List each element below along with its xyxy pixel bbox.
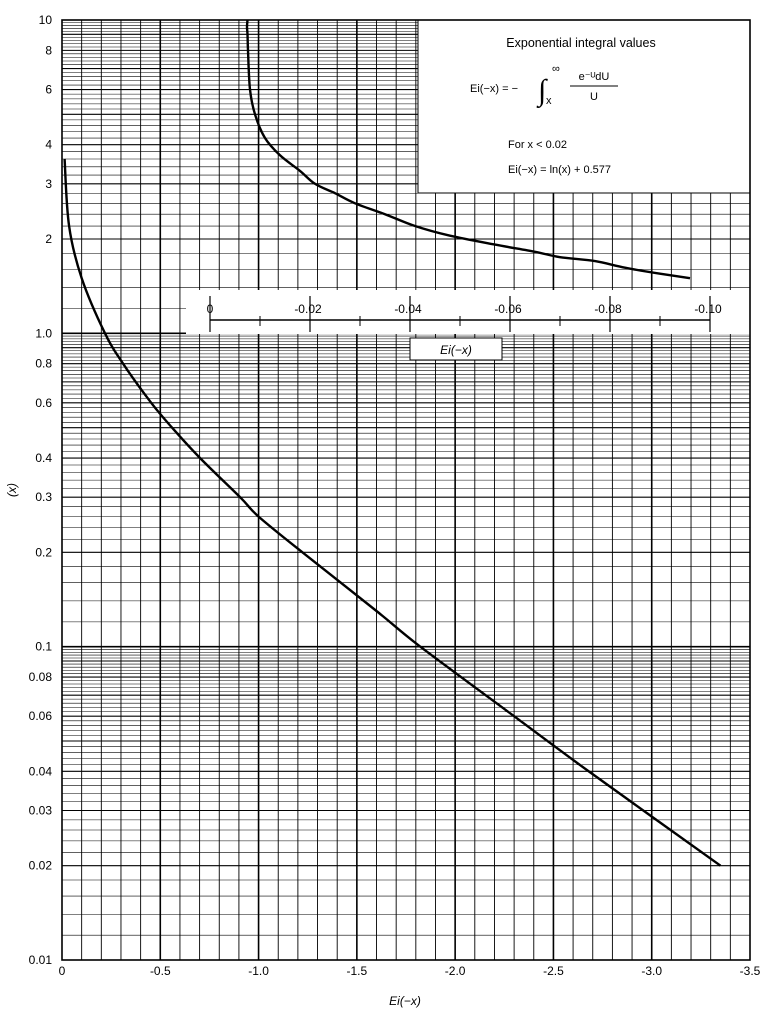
y-tick-label: 0.4: [35, 451, 52, 465]
x-tick-label: -2.0: [445, 964, 466, 978]
definition-lhs: Ei(−x) = −: [470, 83, 518, 95]
y-tick-label: 0.03: [29, 804, 53, 818]
inset-axis-label: Ei(−x): [440, 343, 472, 357]
y-tick-label: 0.06: [29, 709, 53, 723]
y-tick-label: 0.01: [29, 953, 53, 967]
x-tick-label: -1.5: [347, 964, 368, 978]
main-scale-curve: [63, 158, 722, 867]
integral-lower-limit: x: [546, 95, 552, 107]
curves: [63, 19, 722, 867]
x-tick-label: -3.0: [641, 964, 662, 978]
x-tick-label: -0.5: [150, 964, 171, 978]
x-tick-label: -1.0: [248, 964, 269, 978]
plot-frame: [61, 19, 751, 961]
x-tick-label: -2.5: [543, 964, 564, 978]
chart-title: Exponential integral values: [506, 36, 655, 50]
y-tick-label: 0.02: [29, 859, 53, 873]
y-tick-label: 0.8: [35, 357, 52, 371]
inset-scale-curve: [245, 19, 691, 280]
y-tick-label: 6: [45, 83, 52, 97]
inset-tick-label: -0.04: [394, 302, 422, 316]
integrand-numerator: e⁻ᵁdU: [579, 71, 610, 83]
tick-labels: 0 -0.5 -1.0 -1.5 -2.0 -2.5 -3.0 -3.5 0.01 0.02 0.0…: [29, 13, 761, 978]
inset-axis: 0 -0.02 -0.04 -0.06 -0.08 -0.10 Ei(−x): [186, 290, 750, 361]
y-tick-label: 0.04: [29, 764, 53, 778]
y-tick-label: 0.2: [35, 545, 52, 559]
y-tick-label: 3: [45, 177, 52, 191]
x-axis-label: Ei(−x): [389, 994, 421, 1008]
x-tick-label: 0: [59, 964, 66, 978]
inset-tick-label: -0.08: [594, 302, 622, 316]
approximation-formula: Ei(−x) = ln(x) + 0.577: [508, 164, 611, 176]
integral-upper-limit: ∞: [552, 63, 560, 75]
y-tick-label: 0.08: [29, 670, 53, 684]
inset-tick-label: 0: [207, 302, 214, 316]
y-tick-label: 1.0: [35, 326, 52, 340]
y-tick-label: 0.3: [35, 490, 52, 504]
condition-note: For x < 0.02: [508, 139, 567, 151]
inset-tick-label: -0.10: [694, 302, 722, 316]
y-tick-label: 4: [45, 138, 52, 152]
legend-box: Exponential integral values Ei(−x) = − ∫…: [417, 19, 751, 194]
integrand-denominator: U: [590, 91, 598, 103]
y-tick-label: 10: [39, 13, 53, 27]
y-tick-label: 2: [45, 232, 52, 246]
inset-tick-label: -0.02: [294, 302, 322, 316]
y-tick-label: 0.1: [35, 640, 52, 654]
integral-sign-icon: ∫: [536, 74, 548, 109]
inset-tick-label: -0.06: [494, 302, 522, 316]
x-tick-label: -3.5: [740, 964, 761, 978]
y-axis-label: (x): [5, 483, 19, 497]
y-tick-label: 8: [45, 43, 52, 57]
y-tick-label: 0.6: [35, 396, 52, 410]
